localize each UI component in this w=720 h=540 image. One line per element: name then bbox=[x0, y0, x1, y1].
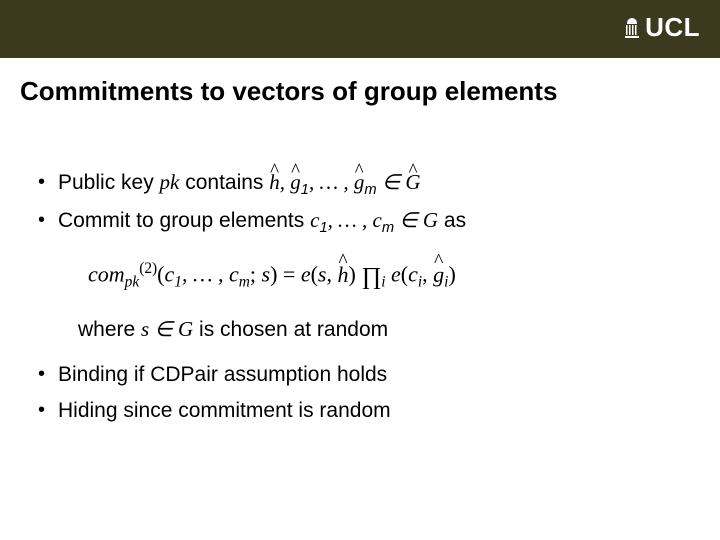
bullet-public-key: Public key pk contains h, g1, … , gm ∈ G bbox=[30, 167, 690, 201]
logo-text: UCL bbox=[645, 12, 700, 43]
bullet-binding: Binding if CDPair assumption holds bbox=[30, 359, 690, 391]
slide-content: Public key pk contains h, g1, … , gm ∈ G… bbox=[0, 107, 720, 426]
formula: compk(2)(c1, … , cm; s) = e(s, h) ∏i e(c… bbox=[88, 257, 690, 295]
bullet-hiding: Hiding since commitment is random bbox=[30, 395, 690, 427]
bullet-commit: Commit to group elements c1, … , cm ∈ G … bbox=[30, 205, 690, 239]
portico-icon bbox=[625, 18, 639, 38]
ucl-logo: UCL bbox=[625, 12, 700, 43]
where-line: where s ∈ G is chosen at random bbox=[78, 314, 690, 346]
header-bar: UCL bbox=[0, 0, 720, 58]
slide-title: Commitments to vectors of group elements bbox=[0, 58, 720, 107]
